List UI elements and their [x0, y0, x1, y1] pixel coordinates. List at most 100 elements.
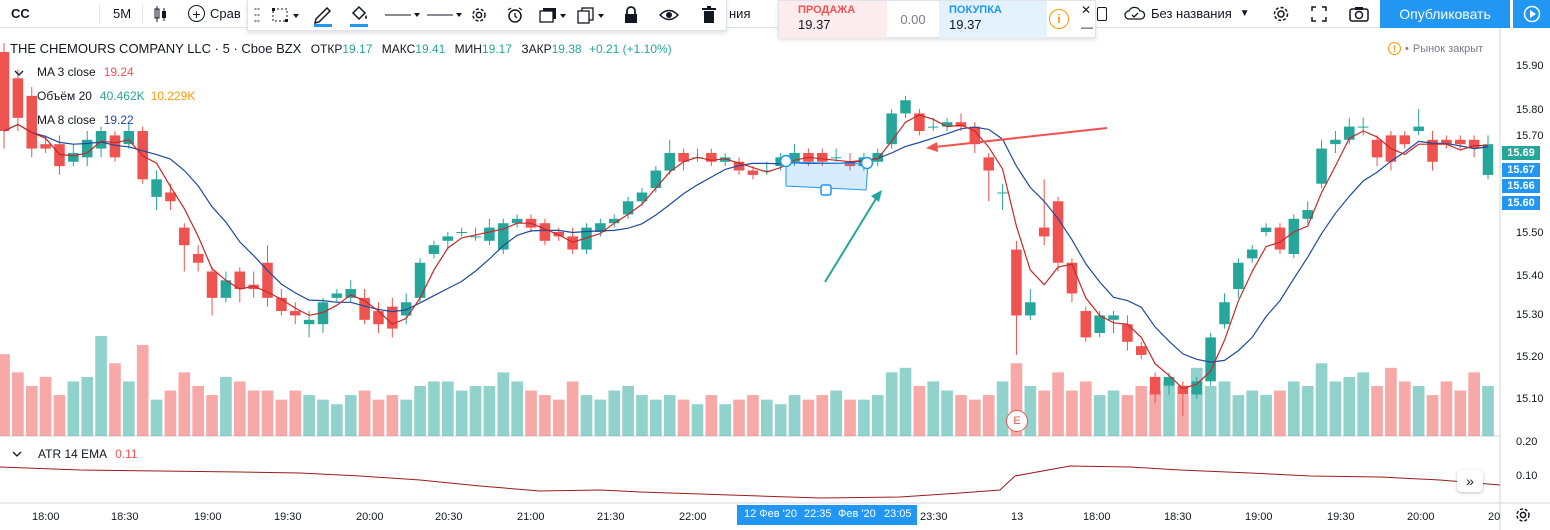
axis-settings-button[interactable]	[1514, 506, 1532, 529]
info-icon[interactable]: i	[1049, 9, 1069, 29]
pencil-icon	[313, 6, 332, 27]
alert-button[interactable]	[500, 0, 530, 30]
indicator-ma3[interactable]: MA 3 close 19.24	[37, 62, 134, 82]
selection-date-end: Фев '20	[838, 508, 876, 520]
earnings-marker[interactable]: E	[1006, 410, 1028, 432]
snapshot-button[interactable]	[1348, 0, 1370, 27]
fill-color-button[interactable]	[344, 0, 374, 30]
volume-bar	[1010, 363, 1023, 436]
candle-body	[511, 218, 523, 224]
close-label: ЗАКР	[521, 42, 552, 56]
candle-body	[719, 157, 731, 162]
candle-body	[248, 284, 259, 290]
rectangle-handle[interactable]	[820, 184, 832, 196]
candle-body	[456, 232, 467, 233]
symbol-search-button[interactable]: CC	[11, 0, 30, 27]
candle-body	[345, 289, 356, 298]
settings-button[interactable]	[1271, 0, 1291, 27]
lock-button[interactable]	[616, 0, 646, 30]
time-tick: 23:30	[920, 511, 948, 523]
fullscreen-button[interactable]	[1310, 0, 1328, 27]
candle-body	[747, 170, 759, 175]
alarm-clock-icon	[507, 7, 523, 23]
candle-body	[1066, 262, 1078, 294]
sell-button[interactable]: ПРОДАЖА 19.37	[779, 1, 887, 38]
template-button[interactable]	[268, 0, 304, 30]
volume-bar	[1371, 386, 1383, 436]
drawn-rectangle[interactable]	[779, 154, 874, 196]
volume-bar	[1274, 390, 1286, 436]
low-value: 19.17	[481, 42, 512, 56]
candle-body	[1108, 315, 1119, 320]
volume-bar	[941, 390, 953, 436]
fullscreen-toggle[interactable]	[1097, 0, 1107, 27]
market-status[interactable]: ! • Рынок закрыт	[1388, 42, 1483, 55]
collapse-legend-button[interactable]	[12, 62, 24, 82]
ma8-line[interactable]	[3, 123, 1489, 363]
atr-legend[interactable]: ATR 14 EMA 0.11	[10, 447, 138, 461]
minimize-icon[interactable]: —	[1081, 20, 1093, 34]
scroll-to-realtime-button[interactable]: »	[1457, 470, 1483, 492]
candle-body	[1233, 262, 1244, 290]
line-tool-color-button[interactable]	[308, 0, 338, 30]
candle-body	[608, 218, 620, 224]
drag-handle[interactable]	[250, 0, 264, 30]
indicators-button[interactable]: ния	[729, 0, 750, 27]
atr-value: 0.11	[115, 447, 138, 461]
selection-time-end: 23:05	[884, 508, 912, 520]
candle-body	[179, 227, 190, 246]
chart-type-button[interactable]	[152, 0, 168, 27]
double-chevron-right-icon: »	[1466, 473, 1474, 489]
rectangle-handle[interactable]	[779, 154, 793, 168]
atr-line[interactable]	[0, 465, 1501, 499]
symbol-legend: THE CHEMOURS COMPANY LLC · 5 · Cboe BZX …	[10, 41, 672, 56]
compare-button[interactable]: + Срав	[188, 0, 241, 27]
indicators-label: ния	[729, 6, 751, 21]
candle-body	[1136, 346, 1147, 355]
rectangle-handle[interactable]	[860, 156, 874, 170]
camera-icon	[1349, 6, 1369, 22]
hide-button[interactable]	[654, 0, 684, 30]
publish-button[interactable]: Опубликовать	[1380, 0, 1510, 28]
indicator-volume[interactable]: Объём 20 40.462K 10.229K	[37, 86, 195, 106]
time-tick: 18:30	[111, 511, 139, 523]
candle-body	[927, 126, 939, 128]
selection-price-tag: 15.67	[1502, 163, 1540, 177]
green-arrow-drawing[interactable]	[824, 190, 882, 283]
ma3-line[interactable]	[3, 114, 1488, 390]
volume-bar	[539, 395, 551, 436]
line-style-icon	[427, 13, 462, 17]
candle-body	[303, 319, 315, 325]
candle-body	[817, 152, 828, 162]
candle-body	[192, 253, 204, 263]
replay-button[interactable]	[1512, 0, 1550, 28]
volume-bar	[608, 390, 621, 436]
candle-body	[955, 122, 967, 127]
candle-body	[26, 95, 38, 149]
buy-button[interactable]: ПОКУПКА 19.37	[939, 1, 1047, 38]
candle-body	[289, 311, 301, 316]
drawing-settings-button[interactable]	[464, 0, 494, 30]
delete-button[interactable]	[694, 0, 724, 30]
clone-button[interactable]	[574, 0, 608, 30]
candle-body	[0, 51, 10, 131]
time-tick: 20:00	[356, 511, 384, 523]
volume-bar	[400, 399, 413, 436]
volume-bar	[1315, 363, 1328, 436]
selection-time-start: 22:35	[804, 508, 832, 520]
line-style-button[interactable]	[424, 0, 464, 30]
layout-name: Без названия	[1151, 6, 1232, 21]
interval-button[interactable]: 5M	[113, 0, 131, 27]
candle-body	[1330, 139, 1341, 145]
line-width-button[interactable]	[382, 0, 422, 30]
visual-order-button[interactable]	[536, 0, 570, 30]
time-tick: 19:00	[1245, 511, 1273, 523]
red-arrow-drawing[interactable]	[926, 127, 1108, 152]
layout-name-button[interactable]: Без названия ▼	[1124, 0, 1250, 27]
symbol-title[interactable]: THE CHEMOURS COMPANY LLC · 5 · Cboe BZX	[10, 41, 302, 56]
candle-body	[81, 139, 93, 158]
indicator-ma8[interactable]: MA 8 close 19.22	[37, 110, 134, 130]
candle-body	[581, 227, 592, 250]
close-icon[interactable]: ✕	[1081, 3, 1092, 17]
